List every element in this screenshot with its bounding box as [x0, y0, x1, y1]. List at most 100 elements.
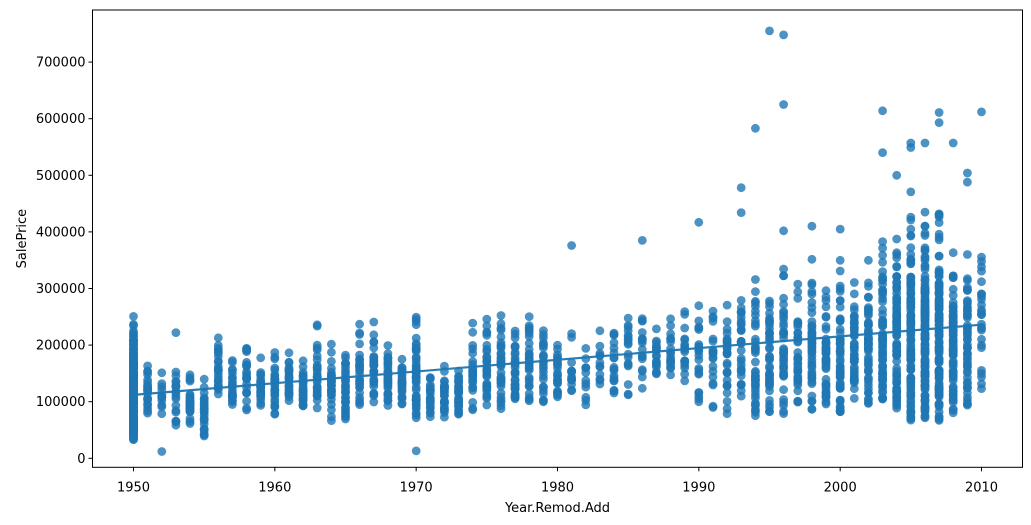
scatter-point [920, 246, 930, 256]
scatter-point [977, 379, 986, 389]
scatter-point [567, 386, 576, 396]
scatter-point [779, 406, 788, 416]
scatter-point [312, 355, 322, 364]
scatter-point [199, 425, 209, 434]
scatter-point [722, 334, 732, 344]
x-tick-label: 2010 [965, 480, 998, 495]
scatter-point [680, 323, 690, 333]
scatter-point [312, 321, 322, 331]
scatter-point [708, 372, 718, 382]
scatter-point [567, 366, 576, 376]
scatter-point [213, 356, 223, 366]
scatter-point [171, 401, 181, 410]
scatter-point [609, 376, 619, 386]
scatter-point [821, 286, 831, 296]
scatter-point [256, 401, 266, 410]
scatter-point [906, 342, 916, 352]
scatter-point [708, 313, 718, 323]
scatter-point [327, 357, 336, 366]
scatter-point [680, 356, 690, 366]
x-tick-label: 1950 [117, 480, 150, 495]
scatter-point [327, 412, 336, 422]
scatter-point [948, 386, 958, 396]
scatter-point [906, 259, 916, 269]
outlier-point [892, 170, 902, 180]
scatter-point [906, 360, 916, 370]
scatter-point [934, 346, 944, 355]
scatter-point [920, 262, 930, 272]
scatter-point [906, 187, 916, 197]
y-tick-label: 100000 [36, 395, 86, 410]
scatter-point [652, 351, 661, 361]
scatter-point [341, 353, 350, 363]
scatter-point [906, 278, 916, 288]
outlier-point [765, 26, 774, 36]
scatter-point [652, 338, 661, 347]
scatter-point [963, 399, 972, 409]
scatter-point [581, 382, 591, 392]
scatter-point [270, 401, 280, 411]
scatter-point [779, 385, 788, 395]
scatter-point [355, 379, 364, 388]
scatter-point [963, 250, 972, 259]
scatter-point [779, 264, 788, 274]
scatter-point [878, 362, 887, 372]
scatter-point [906, 243, 916, 253]
scatter-point [920, 347, 930, 357]
scatter-point [383, 363, 393, 373]
x-tick-label: 2000 [824, 480, 857, 495]
scatter-point [609, 329, 619, 339]
scatter-point [934, 372, 944, 381]
scatter-point [539, 351, 548, 361]
scatter-point [581, 396, 591, 405]
scatter-point [411, 314, 421, 324]
scatter-point [807, 280, 817, 289]
scatter-point [948, 248, 958, 258]
scatter-point [920, 288, 930, 298]
scatter-point [666, 329, 675, 339]
scatter-point [906, 289, 916, 298]
scatter-point [185, 376, 195, 386]
scatter-point [228, 357, 237, 367]
scatter-point [736, 296, 746, 305]
scatter-point [864, 394, 873, 404]
scatter-point [270, 354, 280, 364]
scatter-point [821, 362, 831, 372]
outlier-point [878, 106, 887, 116]
outlier-point [963, 177, 972, 187]
scatter-point [129, 312, 138, 321]
scatter-point [595, 379, 605, 389]
scatter-point [383, 341, 393, 350]
scatter-point [835, 296, 845, 306]
scatter-point [934, 251, 944, 261]
scatter-point [496, 354, 506, 363]
scatter-point [892, 234, 902, 244]
scatter-point [510, 329, 520, 339]
scatter-point [793, 293, 803, 303]
scatter-point [129, 336, 138, 346]
scatter-point [821, 302, 831, 312]
scatter-point [228, 365, 237, 375]
outlier-point [948, 138, 958, 148]
scatter-point [751, 287, 760, 296]
scatter-point [708, 334, 718, 344]
scatter-point [637, 334, 647, 344]
scatter-point [977, 334, 986, 344]
scatter-point [242, 396, 252, 406]
scatter-point [835, 284, 845, 294]
x-tick-label: 1980 [541, 480, 574, 495]
y-tick-label: 300000 [36, 282, 86, 297]
scatter-point [779, 271, 788, 280]
scatter-point [341, 402, 350, 412]
outlier-point [977, 107, 986, 117]
scatter-point [383, 401, 393, 410]
scatter-point [878, 310, 887, 319]
scatter-point [793, 318, 803, 327]
scatter-point [821, 392, 831, 401]
scatter-point [920, 207, 930, 217]
scatter-point [736, 354, 746, 363]
scatter-point [327, 339, 336, 349]
scatter-point [213, 340, 223, 350]
scatter-point [694, 388, 704, 397]
scatter-point [680, 307, 690, 316]
